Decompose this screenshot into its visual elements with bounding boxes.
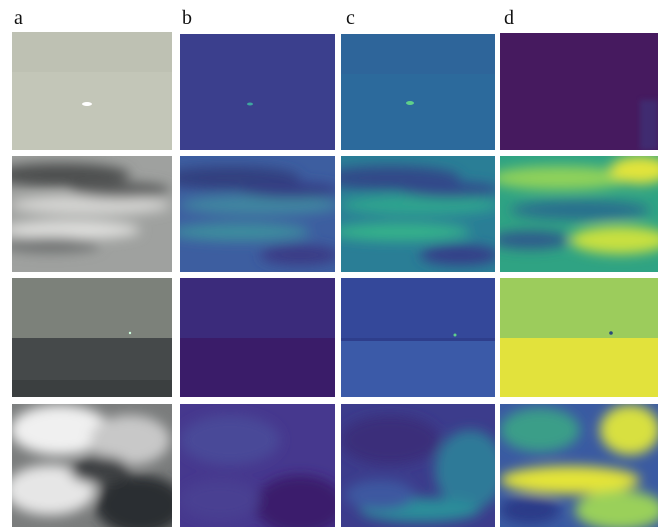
column-label: c [346,7,355,29]
image-tile [500,278,658,397]
image-tile [12,32,172,150]
image-tile [500,404,662,527]
image-tile [490,156,662,272]
image-tile [180,404,345,527]
image-tile [160,156,340,272]
figure: a b c d [0,0,662,527]
image-tile [12,278,172,397]
column-label: a [14,7,23,29]
image-tile [5,404,185,527]
image-tile [500,33,658,150]
image-tile [341,34,495,150]
column-label: b [182,7,192,29]
image-tile [180,278,335,397]
image-tile [320,156,500,272]
image-tile [340,404,505,527]
image-tile [0,156,172,272]
column-label: d [504,7,514,29]
image-tile [180,34,335,150]
image-tile [341,278,495,397]
